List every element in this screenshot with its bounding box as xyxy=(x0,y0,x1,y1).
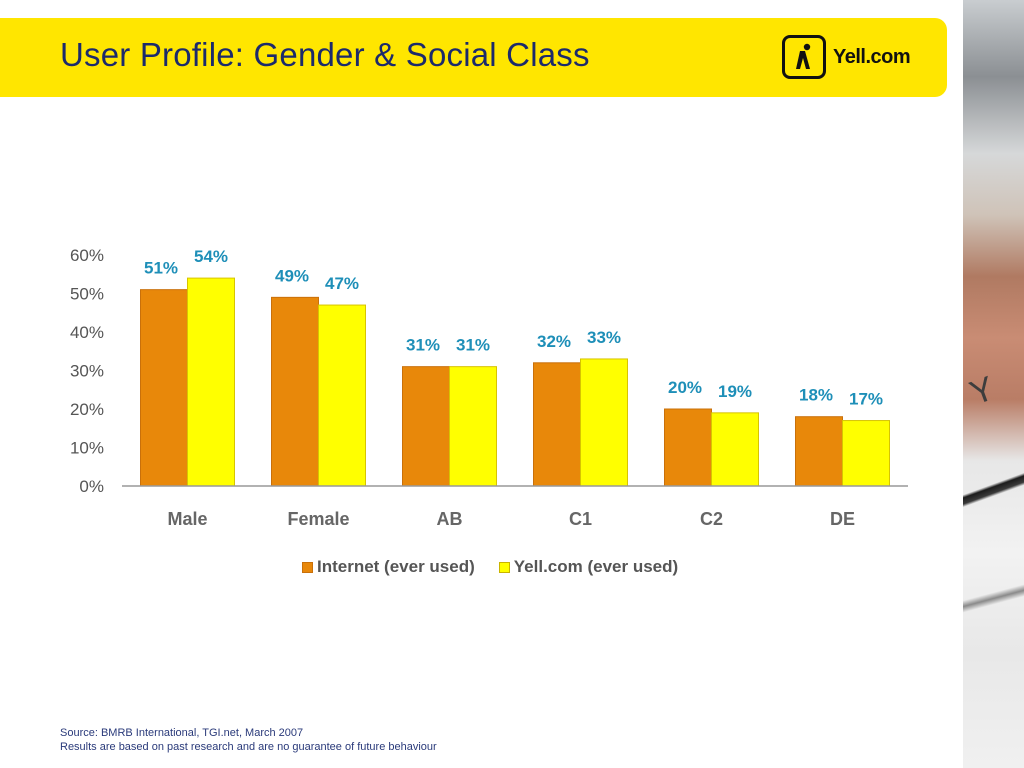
y-tick-label: 30% xyxy=(70,362,104,381)
yell-logo: Yell.com xyxy=(782,32,911,82)
data-label: 20% xyxy=(668,378,702,397)
walking-fingers-icon xyxy=(782,35,826,79)
y-tick-label: 60% xyxy=(70,246,104,265)
x-category-label: C2 xyxy=(700,509,723,529)
data-label: 54% xyxy=(194,247,228,266)
y-tick-label: 40% xyxy=(70,323,104,342)
logo-text: Yell.com xyxy=(833,45,911,68)
y-tick-label: 50% xyxy=(70,285,104,304)
x-category-label: Male xyxy=(167,509,207,529)
bar-internet xyxy=(402,366,450,487)
x-category-label: C1 xyxy=(569,509,592,529)
data-label: 17% xyxy=(849,390,883,409)
bar-yell xyxy=(711,412,759,487)
bar-internet xyxy=(271,296,319,487)
keyboard-key-edge-lower xyxy=(963,570,1024,630)
data-label: 19% xyxy=(718,382,752,401)
bar-internet xyxy=(533,362,581,487)
bar-yell xyxy=(580,358,628,487)
legend-swatch-yell xyxy=(498,561,510,573)
legend-label-internet: Internet (ever used) xyxy=(317,557,475,576)
bar-internet xyxy=(664,408,712,487)
source-line: Source: BMRB International, TGI.net, Mar… xyxy=(60,727,304,739)
y-tick-label: 20% xyxy=(70,400,104,419)
bar-yell xyxy=(187,277,235,487)
bar-internet xyxy=(795,416,843,487)
data-label: 18% xyxy=(799,386,833,405)
data-label: 32% xyxy=(537,332,571,351)
keyboard-key-edge xyxy=(963,470,1024,510)
data-label: 31% xyxy=(456,336,490,355)
chart-legend: Internet (ever used) Yell.com (ever used… xyxy=(302,557,702,577)
page-title: User Profile: Gender & Social Class xyxy=(60,36,590,73)
legend-item-internet: Internet (ever used) xyxy=(302,557,475,577)
legend-label-yell: Yell.com (ever used) xyxy=(513,557,679,576)
data-label: 51% xyxy=(144,259,178,278)
y-tick-label: 10% xyxy=(70,439,104,458)
bar-yell xyxy=(318,304,366,487)
data-label: 33% xyxy=(587,328,621,347)
x-category-label: AB xyxy=(437,509,463,529)
legend-item-yell: Yell.com (ever used) xyxy=(498,557,679,577)
data-label: 49% xyxy=(275,266,309,285)
legend-swatch-internet xyxy=(302,561,313,573)
keyboard-photo: Y xyxy=(963,0,1024,768)
data-label: 47% xyxy=(325,274,359,293)
bar-internet xyxy=(140,289,188,487)
bar-yell xyxy=(449,366,497,487)
source-note: Source: BMRB International, TGI.net, Mar… xyxy=(60,726,437,754)
x-category-label: Female xyxy=(287,509,349,529)
x-category-label: DE xyxy=(830,509,855,529)
data-label: 31% xyxy=(406,336,440,355)
bar-yell xyxy=(842,420,890,487)
disclaimer-line: Results are based on past research and a… xyxy=(60,741,437,753)
y-tick-label: 0% xyxy=(79,477,104,496)
